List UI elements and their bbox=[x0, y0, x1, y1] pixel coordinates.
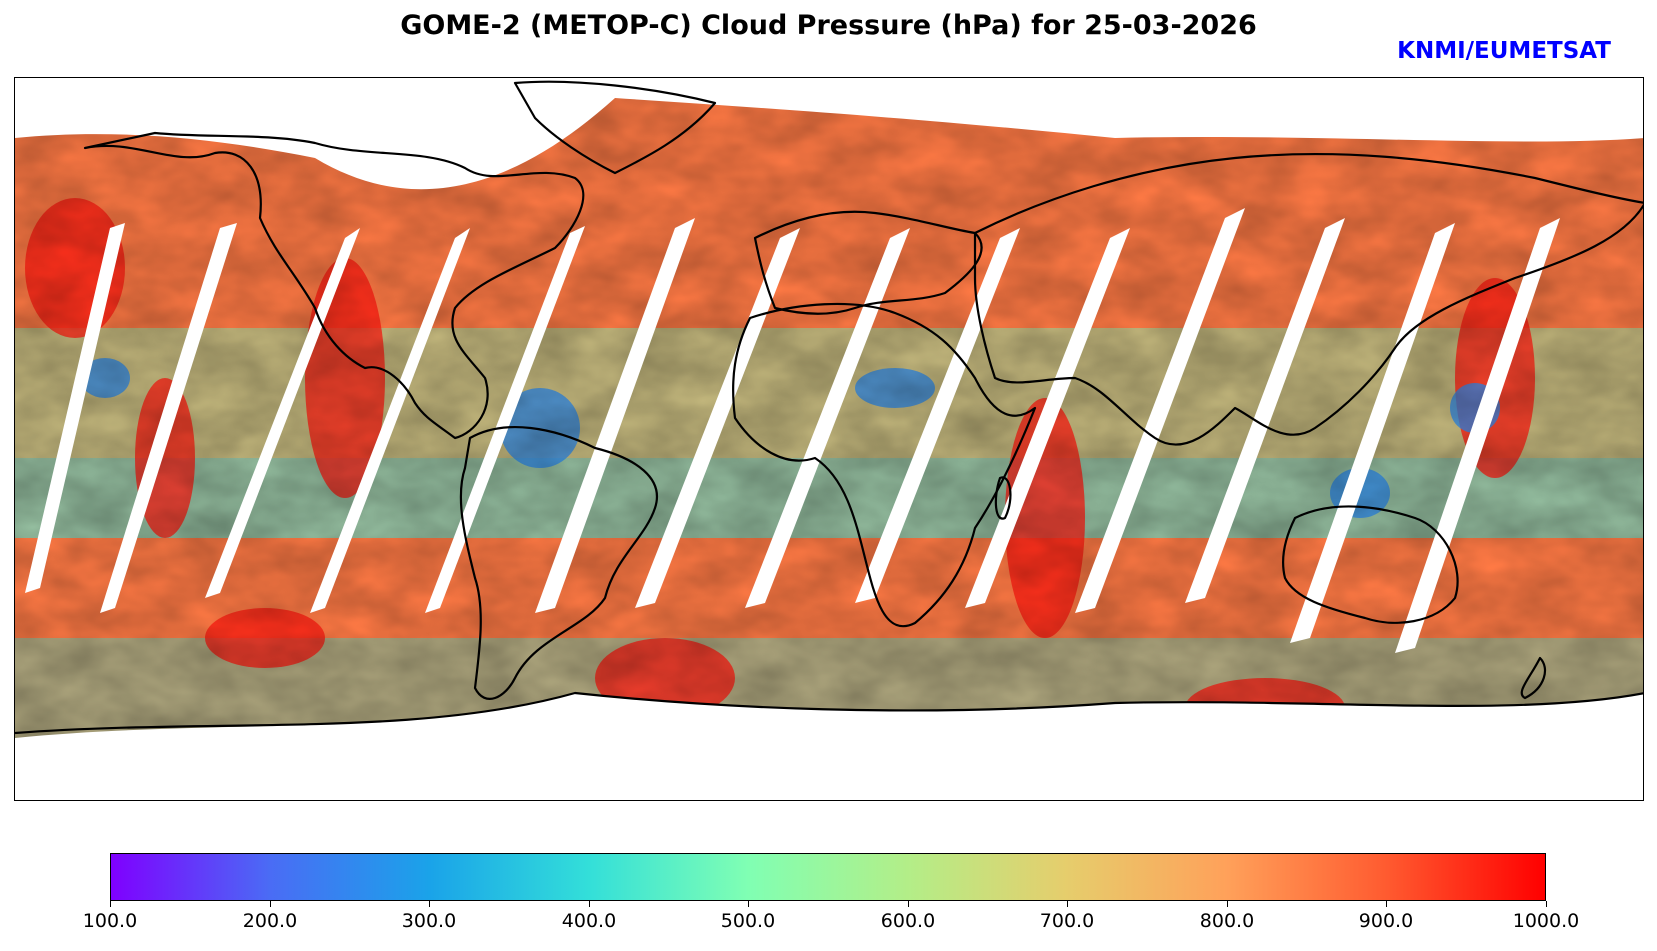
colorbar-tick bbox=[269, 901, 271, 907]
antarctica bbox=[15, 693, 1643, 800]
coast-africa bbox=[732, 302, 1037, 628]
colorbar-ticks: 100.0 200.0 300.0 400.0 500.0 600.0 700.0 800.0… bbox=[83, 901, 1579, 941]
chart-title: GOME-2 (METOP-C) Cloud Pressure (hPa) fo… bbox=[400, 10, 1257, 41]
colorbar-tick-label: 200.0 bbox=[242, 910, 298, 932]
colorbar bbox=[110, 853, 1546, 901]
colorbar-tick-label: 700.0 bbox=[1039, 910, 1095, 932]
colorbar-tick bbox=[109, 901, 111, 907]
colorbar-tick bbox=[588, 901, 590, 907]
coast-greenland bbox=[513, 80, 717, 175]
swath-gaps bbox=[25, 208, 1560, 653]
colorbar-tick-label: 600.0 bbox=[880, 910, 936, 932]
colorbar-tick bbox=[1545, 901, 1547, 907]
colorbar-tick bbox=[428, 901, 430, 907]
colorbar-tick bbox=[747, 901, 749, 907]
colorbar-tick bbox=[1385, 901, 1387, 907]
coast-new-zealand bbox=[1520, 656, 1547, 700]
colorbar-tick-label: 400.0 bbox=[561, 910, 617, 932]
coast-asia bbox=[973, 152, 1643, 446]
coast-australia bbox=[1281, 505, 1459, 624]
colorbar-tick-label: 800.0 bbox=[1199, 910, 1255, 932]
world-map bbox=[14, 77, 1644, 801]
colorbar-tick bbox=[907, 901, 909, 907]
colorbar-tick-label: 100.0 bbox=[82, 910, 138, 932]
colorbar-tick-label: 300.0 bbox=[401, 910, 457, 932]
coast-antarctica bbox=[15, 691, 1643, 735]
colorbar-tick bbox=[1226, 901, 1228, 907]
coast-south-america bbox=[459, 426, 658, 700]
coast-north-america bbox=[83, 131, 585, 440]
coastlines bbox=[15, 80, 1643, 735]
colorbar-tick-label: 1000.0 bbox=[1512, 910, 1580, 932]
colorbar-tick-label: 500.0 bbox=[720, 910, 776, 932]
no-data-north bbox=[15, 78, 1643, 190]
coast-madagascar bbox=[994, 476, 1012, 520]
colorbar-tick-label: 900.0 bbox=[1358, 910, 1414, 932]
map-svg bbox=[15, 78, 1643, 800]
credit-label: KNMI/EUMETSAT bbox=[1397, 38, 1611, 64]
colorbar-tick bbox=[1066, 901, 1068, 907]
coast-europe bbox=[753, 210, 983, 315]
